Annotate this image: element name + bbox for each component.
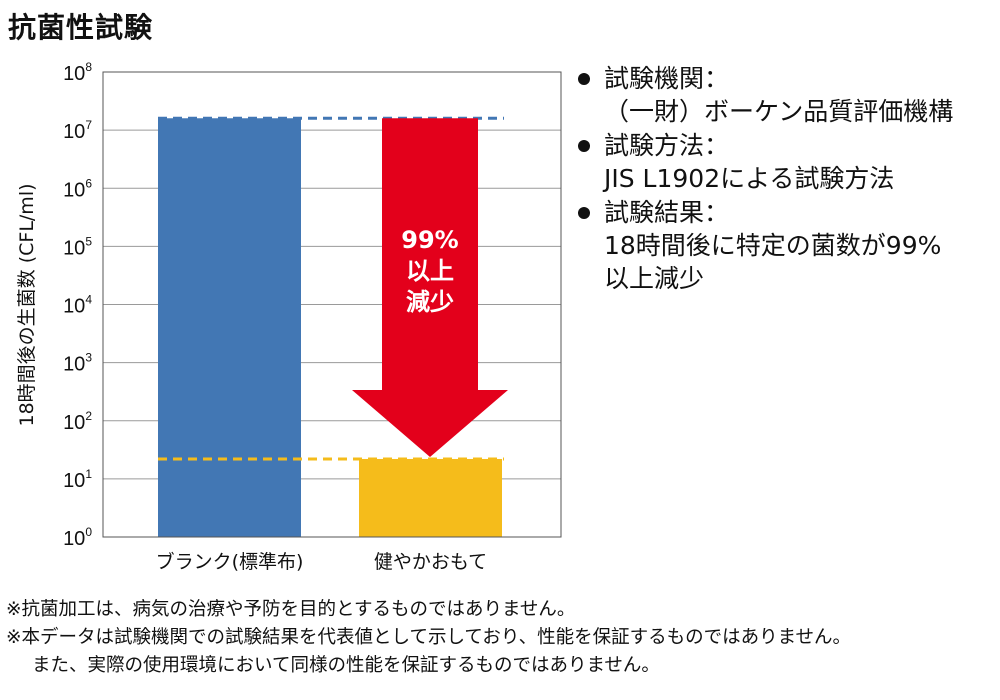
y-tick-label: 106	[63, 176, 92, 201]
y-tick-label: 100	[63, 525, 92, 550]
y-tick-label: 101	[63, 467, 92, 492]
bar-1	[158, 118, 301, 537]
reduction-arrow-icon	[352, 118, 508, 457]
x-category-label: 健やかおもて	[374, 551, 487, 573]
y-tick-label: 104	[63, 293, 92, 318]
note-institution: 試験機関： （一財）ボーケン品質評価機構	[572, 62, 953, 128]
y-tick-label: 103	[63, 351, 92, 376]
note-result-value-line2: 以上減少	[604, 264, 705, 293]
note-method: 試験方法： JIS L1902による試験方法	[572, 129, 953, 195]
page-title: 抗菌性試験	[8, 11, 154, 44]
y-tick-label: 102	[63, 409, 92, 434]
bar-2	[359, 458, 502, 537]
y-tick-label: 107	[63, 118, 92, 143]
test-info-panel: 試験機関： （一財）ボーケン品質評価機構 試験方法： JIS L1902による試…	[572, 62, 953, 296]
footnotes: ※抗菌加工は、病気の治療や予防を目的とするものではありません。 ※本データは試験…	[6, 596, 851, 680]
reduction-label-line-3: 減少	[406, 288, 454, 316]
note-institution-heading: 試験機関：	[604, 64, 730, 93]
footnote-3: また、実際の使用環境において同様の性能を保証するものではありません。	[32, 655, 660, 676]
note-method-value: JIS L1902による試験方法	[604, 164, 895, 193]
footnote-1: ※抗菌加工は、病気の治療や予防を目的とするものではありません。	[6, 599, 576, 620]
bullet-icon	[578, 72, 590, 85]
plot-frame	[102, 71, 562, 538]
note-institution-value: （一財）ボーケン品質評価機構	[604, 97, 954, 126]
reduction-label-line-1: 99%	[401, 226, 458, 254]
y-axis-label: 18時間後の生菌数 (CFL/ml)	[16, 183, 38, 426]
note-method-heading: 試験方法：	[604, 131, 730, 160]
note-result: 試験結果： 18時間後に特定の菌数が99% 以上減少	[572, 196, 953, 295]
reduction-label-line-2: 以上	[406, 257, 454, 285]
note-result-heading: 試験結果：	[604, 198, 730, 227]
bullet-icon	[578, 139, 590, 152]
x-category-label: ブランク(標準布)	[156, 550, 304, 573]
footnote-2: ※本データは試験機関での試験結果を代表値として示しており、性能を保証するものでは…	[6, 627, 852, 648]
y-tick-label: 105	[63, 234, 92, 259]
bullet-icon	[578, 206, 590, 219]
note-result-value-line1: 18時間後に特定の菌数が99%	[604, 231, 942, 260]
y-tick-label: 108	[63, 60, 92, 85]
